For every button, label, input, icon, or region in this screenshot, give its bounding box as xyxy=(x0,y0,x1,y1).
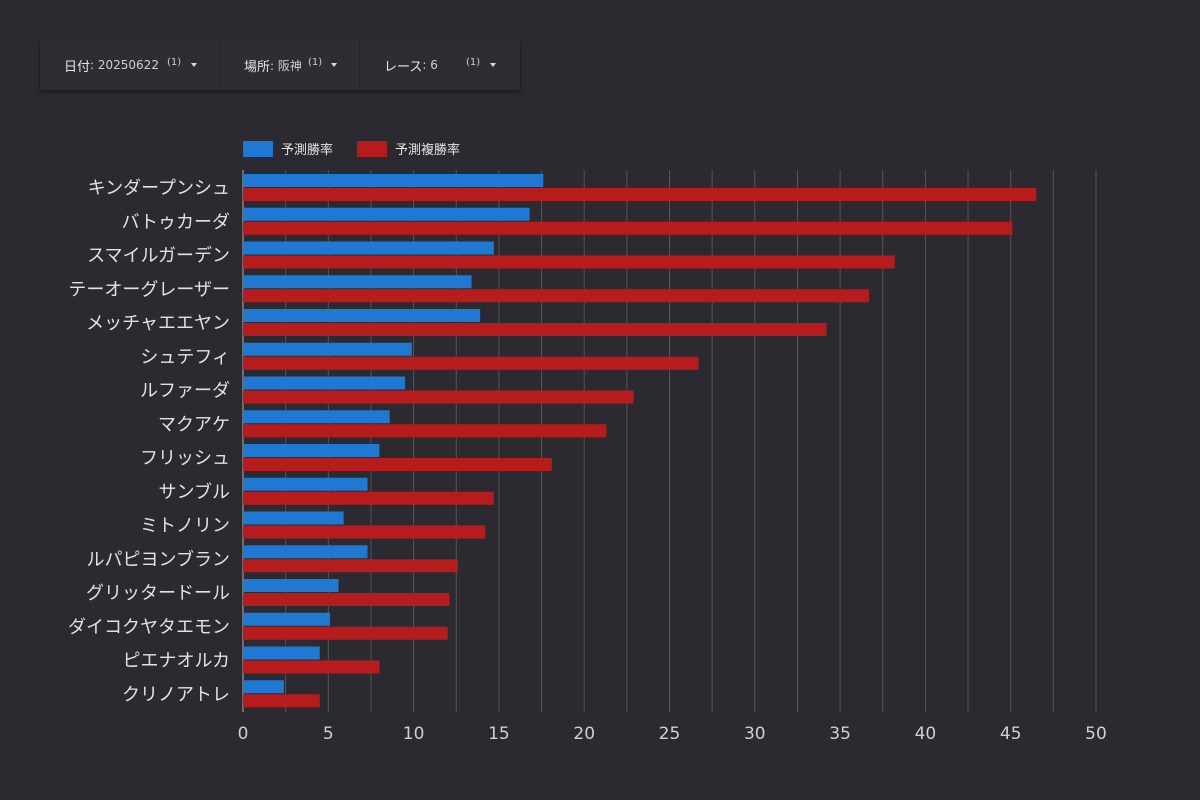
bar-win xyxy=(243,174,544,187)
category-label: メッチャエエヤン xyxy=(86,313,230,334)
bar-win xyxy=(243,579,339,592)
legend-item-win[interactable]: 予測勝率 xyxy=(243,139,333,158)
x-tick-label: 50 xyxy=(1085,724,1107,744)
category-label: ルパピヨンブラン xyxy=(87,548,230,570)
bar-place xyxy=(243,188,1037,201)
category-label: サンブル xyxy=(159,481,230,503)
date-filter-count: (1) xyxy=(167,57,182,68)
date-filter-value: : 20250622 xyxy=(90,58,159,72)
x-tick-label: 25 xyxy=(659,724,681,744)
race-filter-label: レース xyxy=(384,59,423,75)
bar-win xyxy=(243,275,472,289)
caret-down-icon xyxy=(490,63,496,67)
bar-win xyxy=(243,410,390,424)
caret-down-icon xyxy=(331,63,337,67)
category-label: フリッシュ xyxy=(140,448,230,469)
race-filter-value: : 6 xyxy=(422,58,438,72)
bar-win xyxy=(243,646,320,660)
bar-place xyxy=(243,356,699,370)
bar-place xyxy=(243,221,1013,235)
legend-swatch-place xyxy=(357,140,388,157)
race-filter-count: (1) xyxy=(466,57,481,68)
category-label: クリノアトレ xyxy=(122,684,230,705)
bar-win xyxy=(243,477,368,491)
category-label: ダイコクヤタエモン xyxy=(68,617,230,638)
x-tick-label: 35 xyxy=(829,724,851,744)
x-tick-label: 45 xyxy=(1000,724,1022,744)
venue-filter[interactable]: 場所 : 阪神 (1) xyxy=(220,40,360,90)
bar-win xyxy=(243,680,284,694)
bar-place xyxy=(243,255,895,269)
x-tick-label: 20 xyxy=(573,724,595,744)
category-label: ピエナオルカ xyxy=(123,651,230,672)
category-label: キンダープンシュ xyxy=(88,178,230,199)
category-label: ミトノリン xyxy=(140,516,230,537)
bar-place xyxy=(243,559,458,573)
legend-swatch-win xyxy=(243,140,273,157)
bar-place xyxy=(243,694,320,708)
bar-win xyxy=(243,545,368,559)
bar-place xyxy=(243,593,450,606)
bar-win xyxy=(243,511,344,525)
bar-win xyxy=(243,612,331,626)
bar-place xyxy=(243,491,494,505)
category-label: シュテフィ xyxy=(140,347,230,368)
x-tick-label: 40 xyxy=(915,724,937,744)
bar-place xyxy=(243,458,552,471)
bar-place xyxy=(243,660,380,674)
venue-filter-label: 場所 xyxy=(244,59,271,75)
category-label: テーオーグレーザー xyxy=(68,279,230,300)
bar-win xyxy=(243,444,380,457)
bar-place xyxy=(243,525,486,539)
legend-item-place[interactable]: 予測複勝率 xyxy=(357,139,460,158)
race-filter[interactable]: レース : 6 (1) xyxy=(360,40,520,90)
bar-win xyxy=(243,241,494,255)
bar-place xyxy=(243,424,607,438)
category-label: グリッタードール xyxy=(86,583,230,604)
venue-filter-value: : 阪神 xyxy=(270,58,302,73)
x-tick-label: 10 xyxy=(403,724,425,744)
x-tick-label: 30 xyxy=(744,724,766,744)
filter-bar: 日付 : 20250622 (1) 場所 : 阪神 (1) レース : 6 (1… xyxy=(40,40,520,90)
x-tick-label: 5 xyxy=(323,724,334,744)
category-label: マクアケ xyxy=(158,414,230,435)
caret-down-icon xyxy=(191,63,197,67)
venue-filter-count: (1) xyxy=(308,57,323,68)
bar-place xyxy=(243,626,448,640)
bar-win xyxy=(243,342,412,356)
chart-legend: 予測勝率 予測複勝率 xyxy=(243,139,484,158)
date-filter-label: 日付 xyxy=(64,59,91,75)
bar-place xyxy=(243,323,827,336)
category-label: スマイルガーデン xyxy=(87,246,230,267)
legend-label-place: 予測複勝率 xyxy=(395,143,461,158)
x-tick-label: 15 xyxy=(488,724,510,744)
bar-place xyxy=(243,390,634,404)
bar-win xyxy=(243,376,406,390)
bar-win xyxy=(243,207,530,221)
category-label: ルファーダ xyxy=(140,381,230,402)
bar-win xyxy=(243,309,481,322)
category-label: バトゥカーダ xyxy=(121,212,230,233)
legend-label-win: 予測勝率 xyxy=(281,143,334,158)
date-filter[interactable]: 日付 : 20250622 (1) xyxy=(40,40,220,90)
bar-place xyxy=(243,289,870,303)
x-tick-label: 0 xyxy=(238,724,249,744)
